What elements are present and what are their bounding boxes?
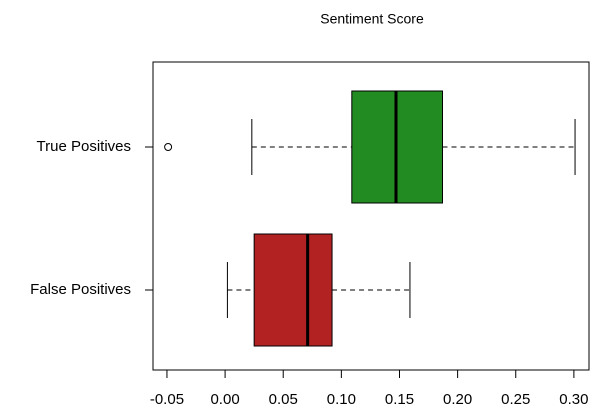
y-tick-label: True Positives: [37, 138, 131, 155]
x-tick-label: -0.05: [150, 391, 184, 408]
y-tick-label: False Positives: [30, 281, 131, 298]
x-tick-label: 0.20: [443, 391, 472, 408]
x-tick-label: 0.15: [385, 391, 414, 408]
outlier: [164, 143, 173, 151]
box: [253, 233, 333, 347]
plot-frame: [152, 61, 590, 371]
x-tick-label: 0.00: [210, 391, 239, 408]
x-tick-label: 0.30: [559, 391, 588, 408]
x-tick-label: 0.10: [327, 391, 356, 408]
chart-title: Sentiment Score: [320, 11, 424, 27]
x-tick-label: 0.25: [501, 391, 530, 408]
x-tick-label: 0.05: [269, 391, 298, 408]
